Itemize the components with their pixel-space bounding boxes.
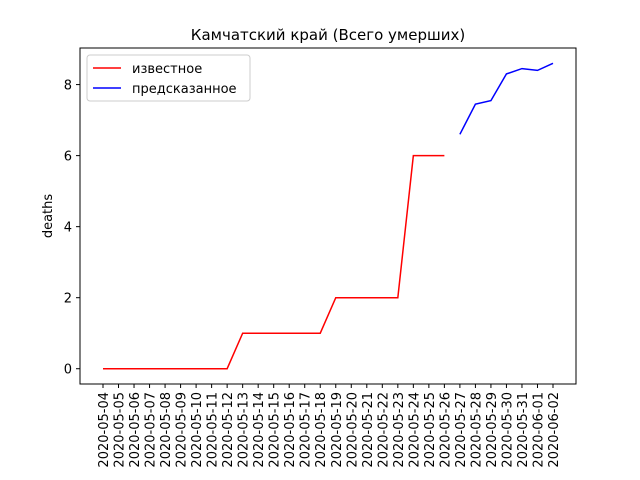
x-tick-label: 2020-05-05 xyxy=(113,392,128,468)
y-axis-label: deaths xyxy=(41,194,56,239)
x-tick-label: 2020-05-18 xyxy=(314,392,329,468)
x-tick-label: 2020-06-01 xyxy=(531,392,546,468)
x-tick-label: 2020-05-11 xyxy=(206,392,221,468)
x-tick-label: 2020-05-17 xyxy=(299,392,314,468)
x-tick-label: 2020-05-10 xyxy=(190,392,205,468)
y-tick-label: 0 xyxy=(64,363,72,378)
x-tick-label: 2020-05-26 xyxy=(438,392,453,468)
series-line xyxy=(459,62,554,135)
y-tick-label: 6 xyxy=(64,150,72,165)
chart-title: Камчатский край (Всего умерших) xyxy=(191,26,465,44)
plot-frame xyxy=(79,47,577,385)
legend-label: предсказанное xyxy=(132,82,237,97)
x-tick-label: 2020-05-15 xyxy=(268,392,283,468)
legend-box xyxy=(86,54,251,102)
y-tick-label: 4 xyxy=(64,221,72,236)
x-tick-label: 2020-05-30 xyxy=(500,392,515,468)
x-tick-label: 2020-05-27 xyxy=(454,392,469,468)
x-tick-label: 2020-05-20 xyxy=(345,392,360,468)
x-tick-label: 2020-05-28 xyxy=(469,392,484,468)
x-tick-label: 2020-06-02 xyxy=(547,392,562,468)
y-tick-label: 8 xyxy=(64,79,72,94)
x-tick-label: 2020-05-19 xyxy=(330,392,345,468)
x-tick-label: 2020-05-29 xyxy=(485,392,500,468)
series-line xyxy=(103,154,445,370)
x-tick-label: 2020-05-25 xyxy=(423,392,438,468)
x-tick-label: 2020-05-12 xyxy=(221,392,236,468)
x-tick-label: 2020-05-13 xyxy=(237,392,252,468)
x-tick-label: 2020-05-09 xyxy=(175,392,190,468)
x-tick-label: 2020-05-07 xyxy=(144,392,159,468)
x-tick-label: 2020-05-31 xyxy=(516,392,531,468)
x-tick-label: 2020-05-08 xyxy=(159,392,174,468)
legend-label: известное xyxy=(132,62,202,77)
x-tick-label: 2020-05-24 xyxy=(407,392,422,468)
x-tick-label: 2020-05-21 xyxy=(361,392,376,468)
x-tick-label: 2020-05-04 xyxy=(97,392,112,468)
x-tick-label: 2020-05-22 xyxy=(376,392,391,468)
x-tick-label: 2020-05-16 xyxy=(283,392,298,468)
x-tick-label: 2020-05-14 xyxy=(252,392,267,468)
y-tick-label: 2 xyxy=(64,292,72,307)
x-tick-label: 2020-05-23 xyxy=(392,392,407,468)
x-tick-label: 2020-05-06 xyxy=(128,392,143,468)
